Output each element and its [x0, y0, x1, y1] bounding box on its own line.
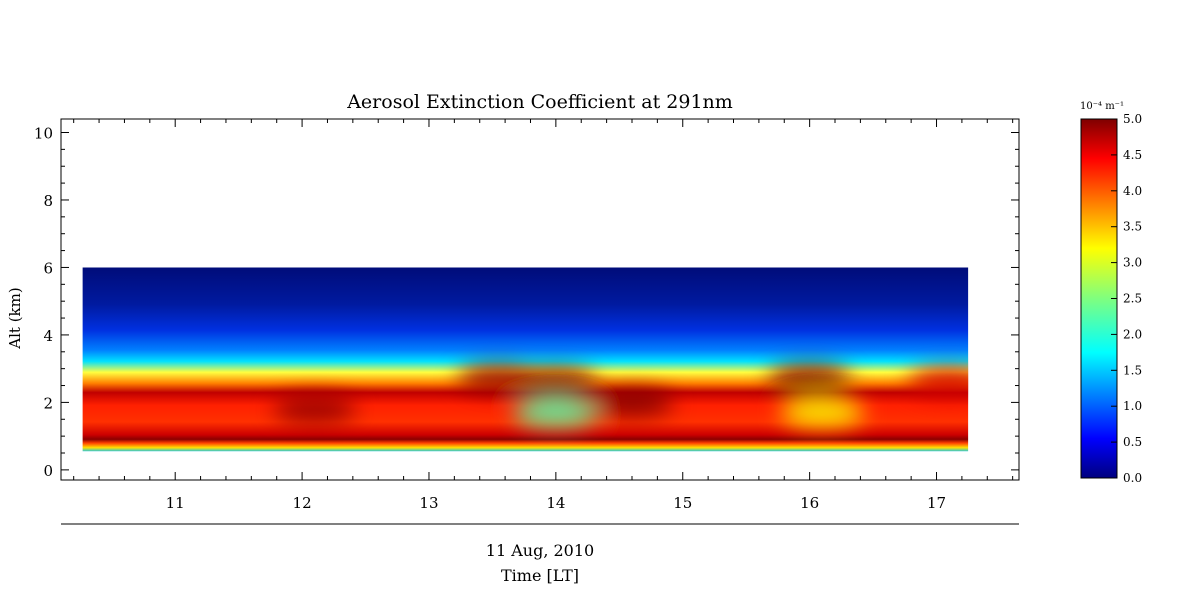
- heatmap-feature: [513, 398, 598, 427]
- colorbar-unit: 10⁻⁴ m⁻¹: [1080, 101, 1124, 112]
- colorbar-tick-label: 5.0: [1123, 112, 1142, 126]
- heatmap-feature: [513, 368, 598, 397]
- colorbar-tick-label: 3.5: [1123, 220, 1142, 234]
- colorbar-tick-label: 0.5: [1123, 435, 1142, 449]
- heatmap-feature: [767, 364, 852, 393]
- y-tick-label: 8: [43, 192, 53, 210]
- y-tick-label: 10: [34, 124, 53, 142]
- y-tick-labels: 0 2 4 6 8 10: [34, 124, 53, 479]
- y-tick-label: 4: [43, 327, 53, 345]
- chart-title: Aerosol Extinction Coefficient at 291nm: [346, 91, 733, 113]
- y-tick-label: 2: [43, 394, 53, 412]
- heatmap-feature: [780, 398, 865, 427]
- date-label: 11 Aug, 2010: [486, 541, 594, 560]
- axis-ticks: [61, 119, 1019, 480]
- colorbar-tick-label: 2.5: [1123, 292, 1142, 306]
- colorbar-tick-label: 4.0: [1123, 184, 1142, 198]
- y-axis-label: Alt (km): [6, 287, 24, 349]
- heatmap: [82, 267, 969, 452]
- y-tick-label: 0: [43, 462, 53, 480]
- x-tick-label: 15: [673, 494, 692, 512]
- plot-frame: [60, 118, 1020, 481]
- x-tick-label: 13: [419, 494, 438, 512]
- x-tick-label: 17: [927, 494, 946, 512]
- x-tick-label: 14: [546, 494, 565, 512]
- colorbar-tick-label: 3.0: [1123, 256, 1142, 270]
- x-tick-label: 16: [800, 494, 819, 512]
- heatmap-feature: [907, 368, 969, 397]
- x-tick-label: 11: [166, 494, 185, 512]
- x-tick-label: 12: [293, 494, 312, 512]
- colorbar-tick-label: 0.0: [1123, 471, 1142, 485]
- colorbar-ticks: 0.0 0.5 1.0 1.5 2.0 2.5 3.0 3.5 4.0 4.5 5.0: [1111, 112, 1142, 485]
- x-axis-label: Time [LT]: [501, 566, 579, 585]
- colorbar-tick-label: 1.5: [1123, 363, 1142, 377]
- colorbar-tick-label: 1.0: [1123, 399, 1142, 413]
- colorbar-tick-label: 2.0: [1123, 327, 1142, 341]
- heatmap-feature: [589, 388, 674, 417]
- x-tick-labels: 11 12 13 14 15 16 17: [166, 494, 946, 512]
- y-tick-label: 6: [43, 259, 53, 277]
- colorbar-tick-label: 4.5: [1123, 148, 1142, 162]
- heatmap-feature: [272, 395, 357, 424]
